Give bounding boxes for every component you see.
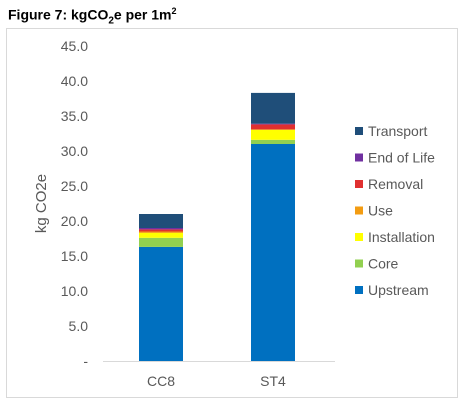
legend-label: Installation <box>368 229 435 245</box>
y-tick-label: 40.0 <box>61 73 88 89</box>
bar-segment-removal-cc8 <box>139 229 183 232</box>
axis-group: - 5.0 10.0 15.0 20.0 25.0 30.0 35.0 40.0 45.0 kg C… <box>33 38 335 389</box>
legend-group: Transport End of Life Removal Use Installati… <box>355 123 435 298</box>
figure-title-middle: e per 1m <box>113 6 172 23</box>
y-tick-label: 35.0 <box>61 108 88 124</box>
legend-swatch <box>355 286 363 294</box>
chart-frame <box>6 28 458 398</box>
bar-segment-upstream-cc8 <box>139 246 183 361</box>
y-tick-label: 10.0 <box>61 283 88 299</box>
figure-title-subscript: 2 <box>108 15 114 27</box>
legend-label: Core <box>368 256 399 272</box>
legend-label: Removal <box>368 176 423 192</box>
x-tick-label: ST4 <box>260 373 286 389</box>
bar-segment-end-of-life-cc8 <box>139 228 183 230</box>
y-tick-label: 15.0 <box>61 248 88 264</box>
bar-segment-transport-cc8 <box>139 214 183 228</box>
bar-segment-core-cc8 <box>139 237 183 247</box>
legend-label: End of Life <box>368 150 435 166</box>
y-tick-label: 20.0 <box>61 213 88 229</box>
x-tick-label: CC8 <box>147 373 175 389</box>
bars-group <box>139 92 295 361</box>
legend-label: Use <box>368 203 393 219</box>
bar-segment-core-st4 <box>251 139 295 144</box>
bar-segment-installation-st4 <box>251 130 295 140</box>
bar-segment-transport-st4 <box>251 92 295 124</box>
bar-segment-end-of-life-st4 <box>251 123 295 125</box>
legend-swatch <box>355 259 363 268</box>
legend-swatch <box>355 233 363 241</box>
figure-title-prefix: Figure 7: kgCO <box>8 6 109 23</box>
y-tick-label: 45.0 <box>61 38 88 54</box>
bar-segment-use-cc8 <box>139 231 183 233</box>
bar-segment-upstream-st4 <box>251 144 295 361</box>
y-axis-title: kg CO2e <box>33 174 50 233</box>
bar-segment-installation-cc8 <box>139 232 183 238</box>
legend-label: Upstream <box>368 282 429 298</box>
legend-swatch <box>355 180 363 188</box>
bar-segment-use-st4 <box>251 129 295 130</box>
legend-swatch <box>355 127 363 135</box>
y-tick-label: 5.0 <box>69 318 89 334</box>
bar-segment-removal-st4 <box>251 124 295 130</box>
legend-swatch <box>355 153 363 162</box>
legend-label: Transport <box>368 123 428 139</box>
y-tick-label: 25.0 <box>61 178 88 194</box>
y-tick-label: 30.0 <box>61 143 88 159</box>
y-tick-label: - <box>83 353 88 369</box>
figure-title-superscript: 2 <box>171 6 177 16</box>
figure-title: Figure 7: kgCO2e per 1m2 <box>8 6 177 26</box>
legend-swatch <box>355 206 363 215</box>
